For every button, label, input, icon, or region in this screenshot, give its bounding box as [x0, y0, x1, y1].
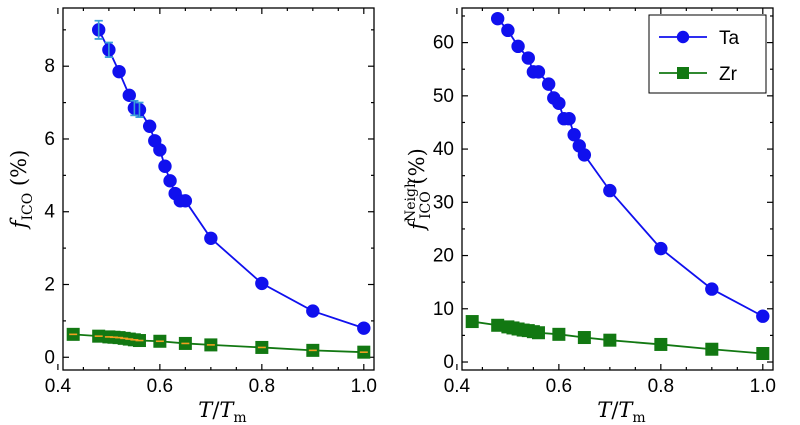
legend-label-ta: Ta: [719, 28, 740, 49]
series-line-ta: [97, 29, 365, 330]
x-tick-label: 0.6: [147, 376, 173, 397]
plot-frame: [62, 7, 375, 371]
y-tick-label: 10: [433, 299, 454, 320]
y-tick-label: 8: [44, 56, 55, 77]
plot-frame: [461, 7, 774, 371]
data-point-ta: [541, 77, 556, 91]
x-axis-label: T/Tm: [198, 398, 246, 425]
data-point-ta: [511, 39, 525, 54]
series-zr: [465, 315, 770, 360]
y-tick-label: 60: [433, 33, 454, 54]
data-point-ta: [306, 304, 320, 318]
x-tick-label: 0.4: [45, 376, 72, 397]
data-point-ta: [552, 96, 566, 110]
x-tick-label: 0.8: [648, 376, 674, 397]
data-point-ta: [567, 128, 581, 142]
data-point-ta: [153, 143, 167, 157]
legend-marker-zr: [677, 67, 689, 79]
y-tick-label: 40: [433, 139, 454, 160]
data-point-ta: [531, 65, 546, 79]
x-axis-label: T/Tm: [597, 398, 645, 425]
chart-panel-2: 0.4 0.6 0.8 1.0 0 10 20 30 40 50 60 T/Tm fNeighICO (…: [403, 7, 776, 425]
y-tick-label: 50: [433, 86, 454, 107]
x-tick-label: 0.4: [444, 376, 471, 397]
y-tick-label: 30: [433, 192, 454, 213]
legend-label-zr: Zr: [719, 64, 738, 85]
data-point-ta: [501, 23, 515, 38]
data-point-zr: [552, 327, 566, 341]
data-point-ta: [158, 159, 172, 173]
data-point-zr: [531, 326, 545, 340]
data-point-ta: [178, 194, 193, 208]
data-point-ta: [163, 174, 177, 188]
data-point-ta: [204, 231, 218, 245]
data-point-zr: [705, 342, 719, 356]
data-point-ta: [577, 148, 592, 162]
series-ta: [91, 19, 371, 335]
data-point-ta: [357, 321, 371, 335]
data-point-ta: [521, 51, 535, 65]
legend: Ta Zr: [648, 14, 767, 94]
data-point-zr: [577, 331, 591, 345]
data-point-ta: [142, 119, 157, 133]
data-point-ta: [603, 183, 617, 198]
legend-box: [648, 14, 767, 94]
data-point-ta: [756, 309, 770, 323]
x-tick-label: 0.8: [249, 376, 275, 397]
legend-marker-ta: [676, 30, 690, 44]
data-point-ta: [122, 88, 136, 103]
y-tick-label: 6: [44, 129, 55, 150]
data-point-ta: [562, 112, 576, 126]
data-point-zr: [654, 337, 668, 351]
series-zr: [66, 327, 371, 359]
y-tick-label: 0: [44, 347, 55, 368]
data-point-ta: [654, 241, 668, 256]
y-axis-label: fICO (%): [7, 150, 36, 231]
y-tick-label: 20: [433, 246, 454, 267]
data-point-ta: [705, 282, 719, 296]
series-ta: [490, 11, 770, 323]
x-tick-label: 1.0: [351, 376, 377, 397]
data-point-ta: [255, 276, 269, 291]
data-point-ta: [490, 11, 505, 26]
y-tick-label: 4: [44, 202, 55, 223]
y-axis-label: fNeighICO (%): [403, 148, 434, 232]
x-tick-label: 1.0: [750, 376, 776, 397]
data-point-zr: [465, 315, 479, 329]
y-tick-label: 0: [443, 352, 454, 373]
x-tick-label: 0.6: [546, 376, 572, 397]
data-point-zr: [756, 346, 770, 360]
chart-panel-1: 0.4 0.6 0.8 1.0 0 2 4 6 8 T/Tm fICO (%): [7, 7, 377, 425]
data-point-ta: [112, 64, 126, 79]
data-point-zr: [603, 333, 617, 347]
y-tick-label: 2: [44, 275, 55, 296]
